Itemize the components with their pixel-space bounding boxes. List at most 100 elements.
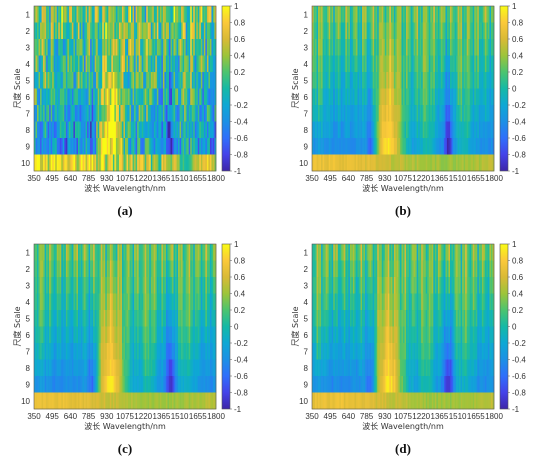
- heatmap-cell: [401, 260, 404, 278]
- heatmap-cell: [46, 154, 48, 172]
- heatmap-cell: [143, 39, 146, 56]
- heatmap-cell: [490, 105, 493, 122]
- heatmap-cell: [471, 6, 474, 23]
- heatmap-cell: [118, 326, 121, 344]
- heatmap-cell: [440, 376, 443, 393]
- heatmap-cell: [475, 326, 478, 344]
- heatmap-cell: [176, 310, 179, 327]
- colorbar-tick-label: -0.2: [234, 339, 248, 348]
- heatmap-cell: [407, 376, 410, 393]
- heatmap-cell: [109, 310, 112, 327]
- heatmap-cell: [436, 88, 439, 106]
- heatmap-cell: [345, 55, 348, 73]
- heatmap-cell: [475, 105, 478, 122]
- heatmap-cell: [146, 154, 149, 172]
- heatmap-cell: [212, 55, 215, 73]
- heatmap-cell: [316, 55, 319, 73]
- heatmap-cell: [378, 376, 381, 393]
- heatmap-cell: [359, 88, 361, 106]
- heatmap-cell: [386, 359, 389, 377]
- heatmap-cell: [188, 55, 191, 73]
- heatmap-cell: [368, 293, 370, 311]
- heatmap-cell: [87, 154, 89, 172]
- heatmap-cell: [70, 376, 73, 393]
- heatmap-cell: [209, 326, 212, 344]
- heatmap-cell: [61, 72, 64, 89]
- heatmap-cell: [439, 310, 442, 327]
- heatmap-cell: [81, 392, 83, 410]
- heatmap-cell: [399, 244, 402, 261]
- heatmap-cell: [44, 359, 47, 377]
- heatmap-cell: [365, 39, 367, 56]
- heatmap-cell: [93, 260, 95, 278]
- heatmap-cell: [125, 310, 127, 327]
- heatmap-cell: [90, 39, 92, 56]
- heatmap-cell: [380, 359, 383, 377]
- heatmap-cell: [123, 359, 126, 377]
- heatmap-cell: [168, 88, 171, 106]
- heatmap-cell: [357, 343, 360, 360]
- heatmap-cell: [159, 22, 162, 40]
- heatmap-cell: [359, 310, 361, 327]
- y-tick-label: 4: [304, 298, 309, 307]
- heatmap-cell: [190, 310, 193, 327]
- heatmap-cell: [355, 277, 358, 294]
- heatmap-cell: [74, 376, 77, 393]
- heatmap-cell: [487, 392, 490, 410]
- heatmap-cell: [419, 244, 422, 261]
- heatmap-cell: [159, 376, 162, 393]
- heatmap-cell: [108, 244, 111, 261]
- heatmap-cell: [184, 343, 186, 360]
- heatmap-cell: [146, 376, 149, 393]
- heatmap-cell: [38, 359, 41, 377]
- heatmap-cell: [446, 260, 449, 278]
- heatmap-cell: [313, 138, 316, 155]
- heatmap-cell: [175, 359, 177, 377]
- heatmap-cell: [484, 105, 487, 122]
- x-tick-label: 930: [100, 174, 114, 183]
- heatmap-cell: [156, 39, 159, 56]
- heatmap-cell: [398, 277, 401, 294]
- heatmap-cell: [336, 310, 339, 327]
- heatmap-cell: [481, 326, 484, 344]
- heatmap-cell: [474, 154, 477, 172]
- heatmap-cell: [211, 88, 214, 106]
- heatmap-cell: [47, 121, 50, 139]
- heatmap-cell: [196, 121, 199, 139]
- heatmap-cell: [450, 343, 452, 360]
- heatmap-cell: [77, 105, 80, 122]
- heatmap-cell: [436, 359, 439, 377]
- heatmap-cell: [374, 138, 376, 155]
- heatmap-cell: [313, 39, 316, 56]
- heatmap-cell: [205, 310, 208, 327]
- heatmap-cell: [43, 154, 45, 172]
- heatmap-cell: [312, 260, 314, 278]
- heatmap-cell: [176, 39, 179, 56]
- heatmap-cell: [386, 6, 389, 23]
- heatmap-cell: [67, 244, 70, 261]
- heatmap-cell: [492, 326, 495, 344]
- heatmap-cell: [117, 121, 120, 139]
- heatmap-cell: [187, 138, 189, 155]
- heatmap-cell: [343, 376, 346, 393]
- heatmap-cell: [322, 88, 325, 106]
- heatmap-cell: [131, 72, 133, 89]
- heatmap-cell: [351, 121, 354, 139]
- heatmap-cell: [396, 376, 399, 393]
- heatmap-cell: [182, 244, 185, 261]
- heatmap-cell: [360, 6, 363, 23]
- heatmap-cell: [93, 88, 95, 106]
- heatmap-cell: [202, 154, 205, 172]
- heatmap-cell: [474, 39, 477, 56]
- heatmap-cell: [100, 121, 103, 139]
- heatmap-cell: [178, 310, 180, 327]
- heatmap-cell: [342, 244, 345, 261]
- heatmap-cell: [436, 22, 439, 40]
- heatmap-cell: [481, 88, 484, 106]
- heatmap-cell: [188, 392, 191, 410]
- heatmap-cell: [460, 55, 463, 73]
- heatmap-cell: [117, 22, 120, 40]
- heatmap-cell: [330, 260, 333, 278]
- heatmap-cell: [368, 277, 370, 294]
- heatmap-cell: [111, 310, 114, 327]
